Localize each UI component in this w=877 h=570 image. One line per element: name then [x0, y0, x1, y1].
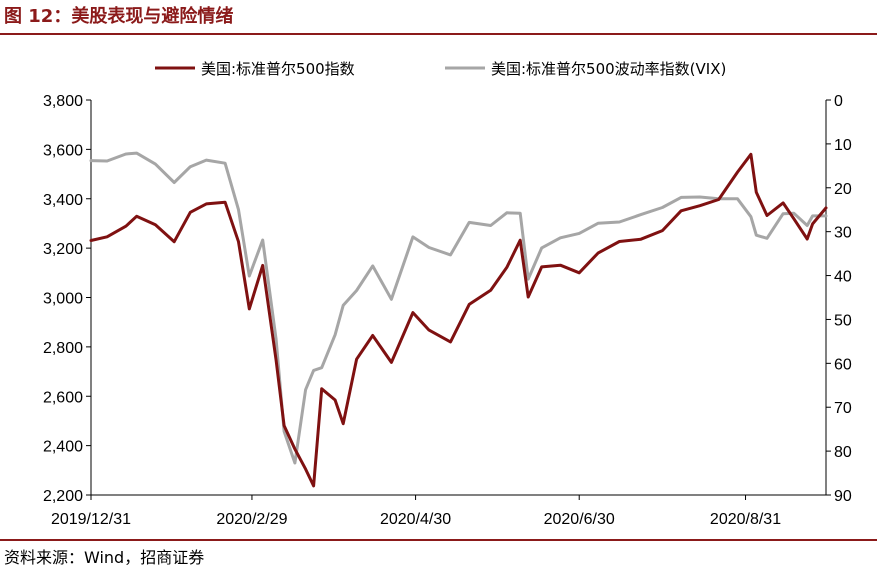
left-y-tick-label: 2,400 [43, 439, 83, 456]
legend-label-vix: 美国:标准普尔500波动率指数(VIX) [491, 60, 726, 78]
right-y-tick-label: 10 [834, 137, 852, 154]
source-note: 资料来源：Wind，招商证券 [4, 548, 205, 567]
right-y-tick-label: 90 [834, 488, 852, 505]
right-y-tick-label: 70 [834, 400, 852, 417]
right-y-tick-label: 30 [834, 225, 852, 242]
right-y-tick-label: 20 [834, 181, 852, 198]
left-y-tick-label: 3,600 [43, 142, 83, 159]
spx-series-line [89, 152, 828, 488]
left-y-tick-label: 3,000 [43, 291, 83, 308]
figure-title: 图 12：美股表现与避险情绪 [4, 6, 234, 27]
legend-label-spx: 美国:标准普尔500指数 [201, 60, 355, 78]
line-chart: 美国:标准普尔500指数 美国:标准普尔500波动率指数(VIX) 2,2002… [43, 60, 852, 528]
plot-frame [90, 100, 827, 496]
right-y-tick-label: 80 [834, 444, 852, 461]
x-tick-label: 2020/6/30 [544, 511, 615, 528]
vix-series-line [89, 151, 828, 465]
left-y-tick-label: 2,600 [43, 389, 83, 406]
right-y-tick-label: 0 [834, 93, 843, 110]
x-tick-label: 2020/4/30 [380, 511, 451, 528]
right-y-tick-label: 40 [834, 269, 852, 286]
left-y-tick-label: 3,800 [43, 93, 83, 110]
x-tick-label: 2019/12/31 [51, 511, 131, 528]
left-y-tick-label: 2,200 [43, 488, 83, 505]
series-layer [89, 151, 828, 488]
left-y-tick-labels: 2,200 2,400 2,600 2,800 3,000 3,200 3,400 3,600… [43, 93, 91, 505]
x-tick-labels: 2019/12/31 2020/2/29 2020/4/30 2020/6/30 202… [51, 495, 781, 528]
right-y-tick-labels: 0 10 20 30 40 50 60 70 80 90 [826, 93, 852, 505]
left-y-tick-label: 3,400 [43, 192, 83, 209]
title-divider [0, 33, 877, 35]
right-y-tick-label: 60 [834, 356, 852, 373]
x-tick-label: 2020/8/31 [710, 511, 781, 528]
left-y-tick-label: 2,800 [43, 340, 83, 357]
source-divider [0, 539, 877, 541]
left-y-tick-label: 3,200 [43, 241, 83, 258]
x-tick-label: 2020/2/29 [216, 511, 287, 528]
right-y-tick-label: 50 [834, 312, 852, 329]
legend: 美国:标准普尔500指数 美国:标准普尔500波动率指数(VIX) [155, 60, 726, 78]
